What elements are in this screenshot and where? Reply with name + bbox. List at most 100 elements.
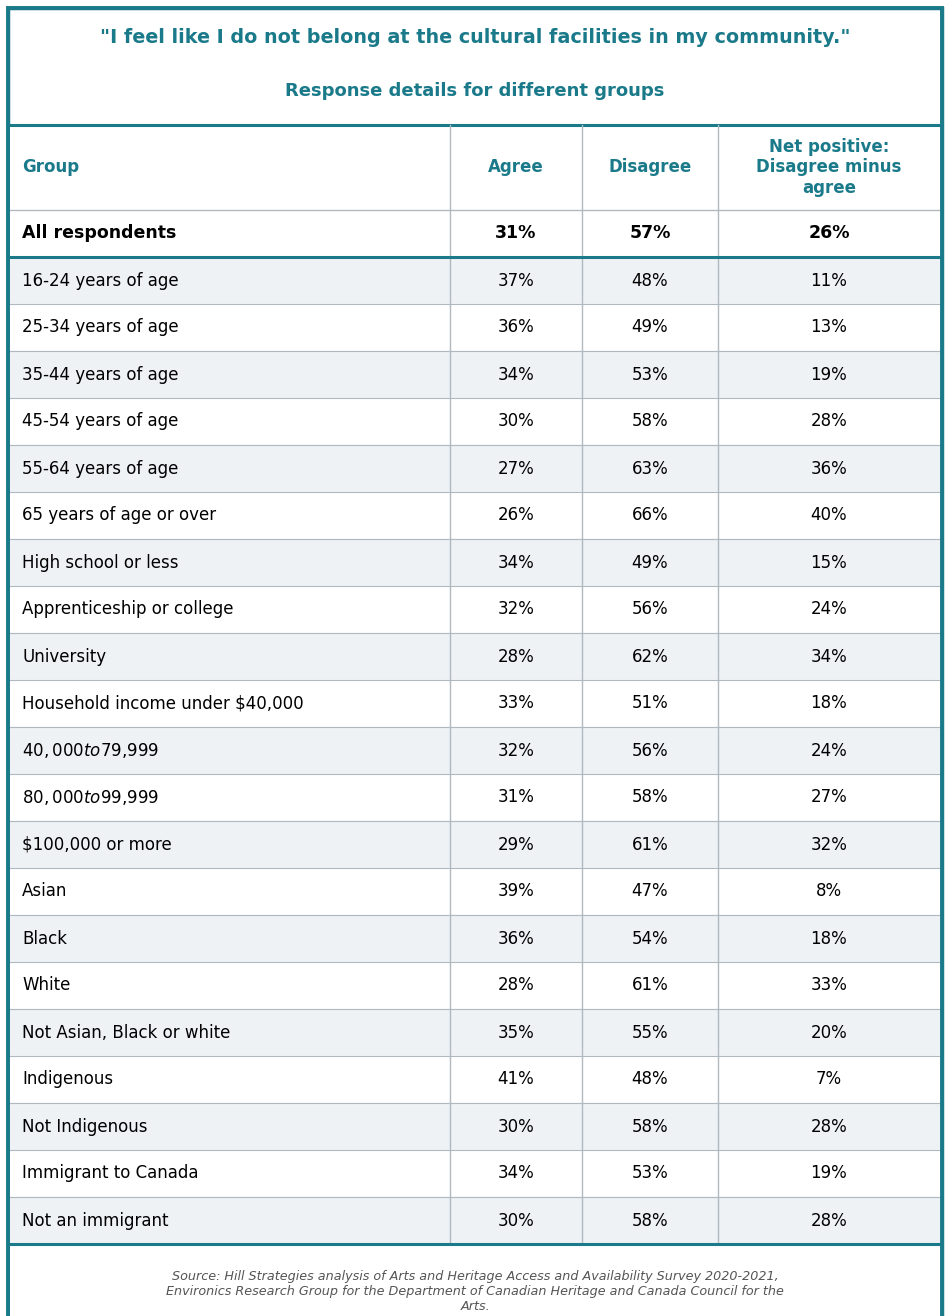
Bar <box>10 821 940 869</box>
Text: 31%: 31% <box>495 225 537 242</box>
Text: 56%: 56% <box>632 741 668 759</box>
Text: 36%: 36% <box>498 318 534 337</box>
Text: White: White <box>22 976 70 995</box>
Bar <box>10 869 940 915</box>
Text: 61%: 61% <box>632 976 669 995</box>
Text: 33%: 33% <box>810 976 847 995</box>
Text: 40%: 40% <box>810 507 847 525</box>
Text: 63%: 63% <box>632 459 669 478</box>
Text: 20%: 20% <box>810 1024 847 1041</box>
Text: 26%: 26% <box>808 225 849 242</box>
Text: 58%: 58% <box>632 412 668 430</box>
Text: Household income under $40,000: Household income under $40,000 <box>22 695 304 712</box>
Text: 28%: 28% <box>498 647 534 666</box>
Text: 28%: 28% <box>810 1212 847 1229</box>
Bar <box>10 726 940 774</box>
Text: Not Indigenous: Not Indigenous <box>22 1117 147 1136</box>
Text: 27%: 27% <box>498 459 534 478</box>
Bar <box>10 351 940 397</box>
Text: 49%: 49% <box>632 554 668 571</box>
Bar <box>10 1150 940 1198</box>
Text: 58%: 58% <box>632 1117 668 1136</box>
Text: 24%: 24% <box>810 741 847 759</box>
Text: 28%: 28% <box>810 412 847 430</box>
Bar <box>10 962 940 1009</box>
Text: 41%: 41% <box>498 1070 534 1088</box>
Bar <box>10 680 940 726</box>
Text: Response details for different groups: Response details for different groups <box>285 82 665 100</box>
Text: 13%: 13% <box>810 318 847 337</box>
FancyBboxPatch shape <box>8 8 942 1316</box>
Text: Black: Black <box>22 929 67 948</box>
Text: Agree: Agree <box>488 158 543 176</box>
Text: 36%: 36% <box>498 929 534 948</box>
Bar <box>10 492 940 540</box>
Text: 55%: 55% <box>632 1024 668 1041</box>
Text: 66%: 66% <box>632 507 668 525</box>
Text: University: University <box>22 647 106 666</box>
Text: 19%: 19% <box>810 1165 847 1183</box>
Text: 35-44 years of age: 35-44 years of age <box>22 366 179 383</box>
Bar <box>10 1244 940 1316</box>
Text: 30%: 30% <box>498 412 534 430</box>
Text: 48%: 48% <box>632 1070 668 1088</box>
Text: 53%: 53% <box>632 1165 669 1183</box>
Text: "I feel like I do not belong at the cultural facilities in my community.": "I feel like I do not belong at the cult… <box>100 28 850 47</box>
Bar <box>10 633 940 680</box>
Text: 28%: 28% <box>810 1117 847 1136</box>
Text: 19%: 19% <box>810 366 847 383</box>
Text: 35%: 35% <box>498 1024 534 1041</box>
Text: 25-34 years of age: 25-34 years of age <box>22 318 179 337</box>
Text: All respondents: All respondents <box>22 225 177 242</box>
Text: $40,000 to $79,999: $40,000 to $79,999 <box>22 741 159 761</box>
Text: 34%: 34% <box>498 366 534 383</box>
Text: Group: Group <box>22 158 79 176</box>
Text: 55-64 years of age: 55-64 years of age <box>22 459 179 478</box>
Text: 39%: 39% <box>498 883 534 900</box>
Text: 36%: 36% <box>810 459 847 478</box>
Text: 61%: 61% <box>632 836 669 854</box>
Text: 65 years of age or over: 65 years of age or over <box>22 507 217 525</box>
Text: 47%: 47% <box>632 883 668 900</box>
Text: 18%: 18% <box>810 929 847 948</box>
Text: Not Asian, Black or white: Not Asian, Black or white <box>22 1024 230 1041</box>
Text: Net positive:
Disagree minus
agree: Net positive: Disagree minus agree <box>756 138 902 197</box>
Text: 26%: 26% <box>498 507 534 525</box>
Text: 51%: 51% <box>632 695 669 712</box>
Text: 11%: 11% <box>810 271 847 290</box>
Text: 53%: 53% <box>632 366 669 383</box>
Text: 18%: 18% <box>810 695 847 712</box>
Bar <box>10 1198 940 1244</box>
Bar <box>10 397 940 445</box>
Text: 28%: 28% <box>498 976 534 995</box>
Text: 56%: 56% <box>632 600 668 619</box>
Text: $80,000 to $99,999: $80,000 to $99,999 <box>22 788 159 807</box>
Bar <box>10 586 940 633</box>
Bar <box>10 445 940 492</box>
Bar <box>10 540 940 586</box>
Text: 8%: 8% <box>816 883 842 900</box>
Text: 33%: 33% <box>498 695 535 712</box>
Text: 32%: 32% <box>498 600 535 619</box>
Bar <box>10 211 940 257</box>
Bar <box>10 304 940 351</box>
Text: 31%: 31% <box>498 788 535 807</box>
Bar <box>10 257 940 304</box>
Text: 34%: 34% <box>498 554 534 571</box>
Text: 45-54 years of age: 45-54 years of age <box>22 412 179 430</box>
Text: 15%: 15% <box>810 554 847 571</box>
Text: Source: Hill Strategies analysis of Arts and Heritage Access and Availability Su: Source: Hill Strategies analysis of Arts… <box>166 1270 784 1313</box>
Text: Immigrant to Canada: Immigrant to Canada <box>22 1165 199 1183</box>
Bar <box>10 1103 940 1150</box>
Text: 54%: 54% <box>632 929 668 948</box>
Text: 49%: 49% <box>632 318 668 337</box>
Text: 32%: 32% <box>810 836 847 854</box>
Text: 24%: 24% <box>810 600 847 619</box>
Text: 34%: 34% <box>498 1165 534 1183</box>
Text: Asian: Asian <box>22 883 67 900</box>
Text: 48%: 48% <box>632 271 668 290</box>
Text: 37%: 37% <box>498 271 534 290</box>
Text: 57%: 57% <box>629 225 671 242</box>
Bar <box>10 125 940 211</box>
Text: 27%: 27% <box>810 788 847 807</box>
